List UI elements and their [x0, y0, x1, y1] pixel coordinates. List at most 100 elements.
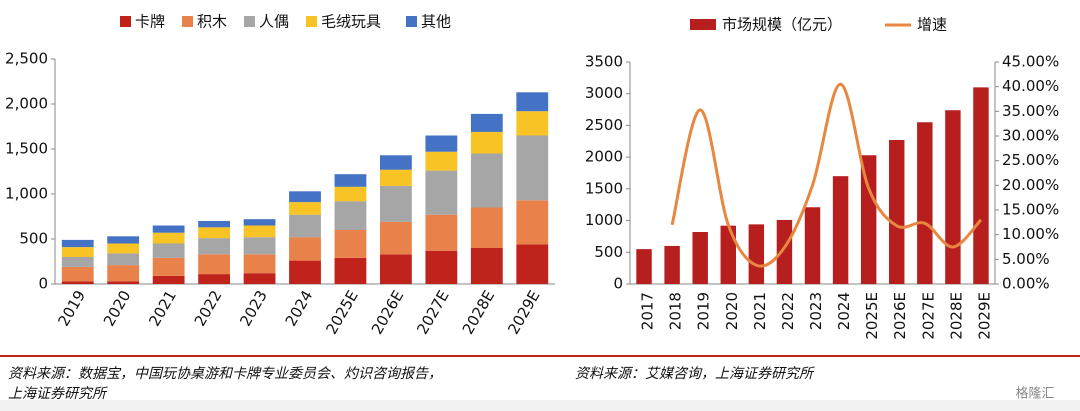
x-tick-label: 2021: [145, 287, 180, 329]
bar: [945, 110, 961, 284]
bar: [198, 227, 230, 239]
bar: [61, 257, 94, 267]
x-tick-label: 2022: [779, 292, 797, 330]
bar: [470, 207, 503, 248]
y-tick-label: 1,000: [5, 185, 48, 203]
bar: [243, 225, 276, 238]
bar: [152, 257, 185, 276]
y2-tick-label: 0.00%: [1002, 275, 1050, 293]
legend-label: 卡牌: [135, 13, 165, 31]
bar: [516, 92, 549, 112]
x-tick-label: 2029E: [504, 287, 543, 337]
bar: [198, 254, 230, 275]
x-tick-label: 2026E: [891, 292, 909, 340]
bar: [107, 281, 140, 284]
bar: [107, 243, 140, 254]
bar: [470, 248, 503, 284]
x-tick-label: 2026E: [368, 287, 407, 337]
x-tick-label: 2023: [236, 287, 271, 329]
bar: [152, 243, 185, 258]
bar: [516, 111, 549, 136]
bar: [243, 273, 276, 284]
watermark: 格隆汇: [1015, 386, 1054, 402]
bar: [152, 275, 185, 284]
x-tick-label: 2024: [282, 287, 317, 329]
y2-tick-label: 30.00%: [1002, 127, 1059, 145]
bar: [516, 200, 549, 245]
y-tick-label: 0: [613, 275, 623, 293]
bar: [380, 254, 412, 284]
x-tick-label: 2027E: [413, 287, 452, 337]
x-tick-label: 2023: [807, 292, 825, 330]
source: 资料来源：艾媒咨询，上海证券研究所: [575, 366, 815, 382]
y-tick-label: 3500: [585, 53, 623, 71]
bar: [334, 186, 367, 202]
y-tick-label: 2000: [585, 148, 623, 166]
bar: [776, 219, 793, 284]
x-tick-label: 2021: [751, 292, 769, 330]
y2-tick-label: 20.00%: [1002, 176, 1059, 194]
bar: [61, 266, 94, 282]
legend-label: 市场规模（亿元）: [722, 16, 842, 34]
bar: [889, 140, 905, 284]
legend-swatch: [244, 16, 255, 27]
bar: [198, 274, 230, 284]
bar: [425, 214, 458, 251]
bar: [470, 113, 503, 132]
bar: [720, 225, 736, 284]
x-tick-label: 2018: [667, 292, 685, 330]
y-tick-label: 0: [38, 275, 48, 293]
source: 资料来源：数据宝，中国玩协桌游和卡牌专业委员会、灼识咨询报告，: [8, 366, 442, 382]
bar: [61, 239, 94, 248]
legend-swatch: [306, 16, 317, 27]
bar: [860, 155, 877, 284]
bar: [380, 155, 412, 170]
bar: [380, 185, 412, 222]
y-tick-label: 1500: [585, 179, 623, 197]
bar: [198, 238, 230, 255]
bar: [107, 253, 140, 266]
legend-label: 毛绒玩具: [321, 13, 381, 31]
y2-tick-label: 35.00%: [1002, 102, 1059, 120]
bar: [334, 257, 367, 284]
bar: [425, 170, 458, 215]
y2-tick-label: 45.00%: [1002, 53, 1059, 71]
x-tick-label: 2025E: [863, 292, 881, 340]
x-tick-label: 2017: [639, 292, 657, 330]
bar: [425, 135, 458, 152]
legend-label: 积木: [197, 13, 227, 31]
x-tick-label: 2019: [695, 292, 713, 330]
bottom-band: [0, 400, 1080, 411]
y-tick-label: 3000: [585, 84, 623, 102]
legend-swatch: [120, 16, 131, 27]
bar: [380, 221, 412, 255]
y2-tick-label: 5.00%: [1002, 250, 1050, 268]
bar: [917, 122, 933, 284]
bar: [470, 131, 503, 154]
legend-label: 其他: [421, 13, 451, 31]
bar: [289, 214, 321, 238]
bar: [692, 231, 708, 284]
bar: [152, 225, 185, 233]
bar: [107, 236, 140, 244]
bar: [425, 250, 458, 284]
legend-label: 人偶: [259, 13, 289, 31]
bar: [636, 249, 652, 284]
bar: [748, 224, 765, 284]
bar: [243, 219, 276, 226]
x-tick-label: 2024: [835, 292, 853, 330]
x-tick-label: 2020: [100, 287, 135, 329]
y-tick-label: 500: [19, 230, 48, 248]
bar: [243, 254, 276, 274]
bar: [973, 87, 989, 284]
bar: [152, 232, 185, 244]
x-tick-label: 2020: [723, 292, 741, 330]
bar: [516, 135, 549, 201]
line: [670, 82, 983, 268]
bar: [380, 169, 412, 186]
bar: [289, 202, 321, 215]
x-tick-label: 2028E: [459, 287, 498, 337]
bar: [289, 237, 321, 261]
legend-label: 增速: [917, 16, 947, 34]
